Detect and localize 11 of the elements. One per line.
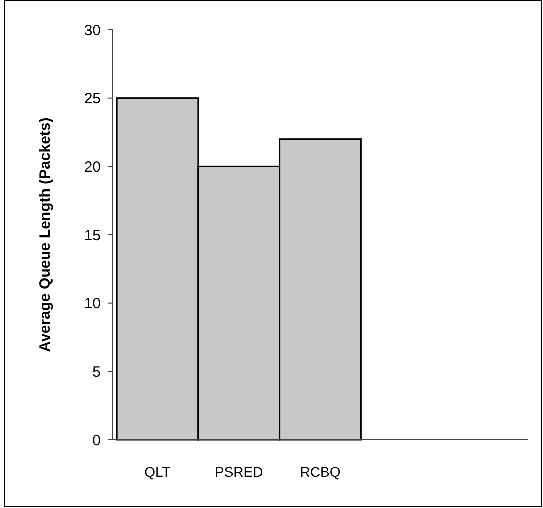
x-tick-label: QLT: [144, 464, 172, 480]
y-tick-label: 20: [84, 158, 101, 176]
x-tick-label: RCBQ: [300, 464, 341, 480]
y-tick-label: 30: [84, 22, 101, 40]
y-tick-label: 10: [84, 296, 101, 313]
y-axis-title: Average Queue Length (Packets): [37, 118, 54, 352]
y-tick-label: 15: [84, 227, 101, 244]
y-tick-label: 25: [84, 90, 101, 108]
y-tick-label: 0: [92, 432, 101, 450]
y-tick-label: 5: [92, 364, 101, 381]
x-tick-label: PSRED: [215, 464, 264, 480]
